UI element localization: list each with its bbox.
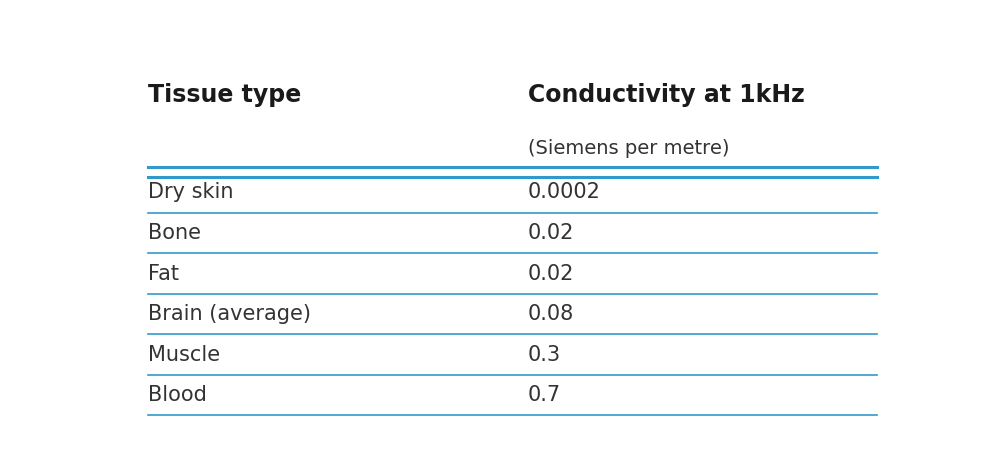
Text: 0.02: 0.02: [528, 223, 574, 243]
Text: Fat: Fat: [148, 264, 179, 284]
Text: 0.08: 0.08: [528, 304, 574, 324]
Text: Tissue type: Tissue type: [148, 83, 302, 106]
Text: Brain (average): Brain (average): [148, 304, 311, 324]
Text: Muscle: Muscle: [148, 345, 220, 365]
Text: 0.02: 0.02: [528, 264, 574, 284]
Text: 0.7: 0.7: [528, 385, 561, 405]
Text: Blood: Blood: [148, 385, 207, 405]
Text: 0.0002: 0.0002: [528, 182, 601, 202]
Text: Bone: Bone: [148, 223, 201, 243]
Text: Dry skin: Dry skin: [148, 182, 234, 202]
Text: 0.3: 0.3: [528, 345, 561, 365]
Text: (Siemens per metre): (Siemens per metre): [528, 139, 730, 158]
Text: Conductivity at 1kHz: Conductivity at 1kHz: [528, 83, 805, 106]
